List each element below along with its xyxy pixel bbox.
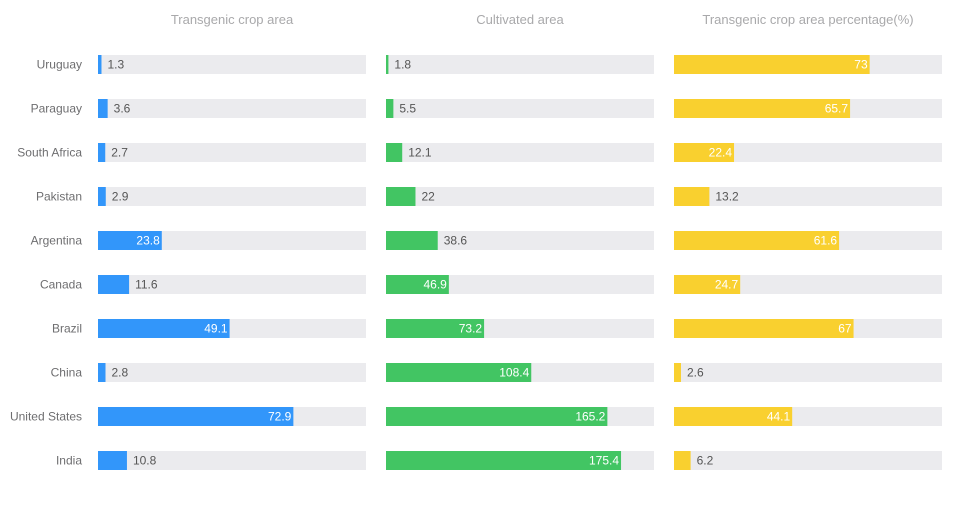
bar[interactable] <box>386 407 608 426</box>
bar-track <box>98 231 366 250</box>
data-label: 3.6 <box>114 102 131 116</box>
panel-title: Cultivated area <box>476 12 564 27</box>
bar-track <box>386 143 654 162</box>
bar[interactable] <box>674 55 870 74</box>
bar-track <box>674 143 942 162</box>
panel: 1.3 3.6 2.7 2.9 23.8 11.6 49.1 2.8 72.9 10.8 <box>98 55 366 470</box>
bar[interactable] <box>674 143 735 162</box>
bar-track <box>386 231 654 250</box>
bar-track <box>674 451 942 470</box>
data-label: 1.8 <box>394 58 411 72</box>
category-label: China <box>51 366 83 380</box>
panel-titles: Transgenic crop area Cultivated area Trans… <box>171 12 914 27</box>
data-label: 2.6 <box>687 366 704 380</box>
bar[interactable] <box>98 451 127 470</box>
bar[interactable] <box>98 55 102 74</box>
chart-panels: 1.3 3.6 2.7 2.9 23.8 11.6 49.1 2.8 72.9 10.8 1.8 5.… <box>98 55 942 470</box>
data-label: 10.8 <box>133 454 157 468</box>
bar-track <box>98 275 366 294</box>
bar[interactable] <box>674 407 793 426</box>
bar-track <box>386 187 654 206</box>
data-label: 46.9 <box>423 278 447 292</box>
panel: 73 65.7 22.4 13.2 61.6 24.7 67 2.6 44.1 6.2 <box>674 55 942 470</box>
category-labels: Uruguay Paraguay South Africa Pakistan Argen… <box>10 58 82 468</box>
data-label: 2.7 <box>111 146 128 160</box>
category-label: Canada <box>40 278 82 292</box>
data-label: 44.1 <box>767 410 791 424</box>
bar[interactable] <box>386 55 389 74</box>
bar-track <box>386 55 654 74</box>
bar[interactable] <box>98 143 106 162</box>
bar[interactable] <box>674 363 681 382</box>
bar-track <box>98 451 366 470</box>
bar-track <box>98 363 366 382</box>
bar[interactable] <box>98 275 130 294</box>
bar-track <box>674 363 942 382</box>
bar[interactable] <box>98 231 162 250</box>
data-label: 22 <box>421 190 435 204</box>
data-label: 65.7 <box>825 102 849 116</box>
data-label: 11.6 <box>135 278 158 292</box>
bar[interactable] <box>674 451 691 470</box>
data-label: 24.7 <box>715 278 739 292</box>
bar-track <box>674 275 942 294</box>
category-label: Uruguay <box>37 58 82 72</box>
data-label: 13.2 <box>715 190 739 204</box>
bar[interactable] <box>386 363 532 382</box>
bar-track <box>98 143 366 162</box>
panel-title: Transgenic crop area <box>171 12 294 27</box>
data-label: 72.9 <box>268 410 292 424</box>
bar[interactable] <box>98 319 230 338</box>
data-label: 73 <box>854 58 868 72</box>
bar[interactable] <box>98 187 106 206</box>
bar[interactable] <box>386 275 449 294</box>
data-label: 5.5 <box>399 102 416 116</box>
data-label: 108.4 <box>499 366 529 380</box>
category-label: India <box>56 454 82 468</box>
data-label: 1.3 <box>107 58 124 72</box>
bar-track <box>674 187 942 206</box>
bar[interactable] <box>674 319 854 338</box>
data-label: 175.4 <box>589 454 619 468</box>
category-label: South Africa <box>17 146 82 160</box>
panel-title: Transgenic crop area percentage(%) <box>702 12 913 27</box>
bar[interactable] <box>98 99 108 118</box>
bar[interactable] <box>386 99 394 118</box>
category-label: United States <box>10 410 82 424</box>
bar[interactable] <box>674 231 840 250</box>
bar-track <box>386 275 654 294</box>
data-label: 73.2 <box>459 322 483 336</box>
data-label: 67 <box>838 322 852 336</box>
data-label: 38.6 <box>444 234 468 248</box>
bar[interactable] <box>386 143 403 162</box>
panel: 1.8 5.5 12.1 22 38.6 46.9 73.2 108.4 165.2 175.4 <box>386 55 654 470</box>
data-label: 2.8 <box>112 366 129 380</box>
bar-track <box>386 99 654 118</box>
category-label: Brazil <box>52 322 82 336</box>
data-label: 22.4 <box>709 146 733 160</box>
bar-track <box>98 99 366 118</box>
data-label: 49.1 <box>204 322 228 336</box>
bar[interactable] <box>386 451 622 470</box>
bar[interactable] <box>98 407 294 426</box>
category-label: Argentina <box>31 234 83 248</box>
bar[interactable] <box>674 275 741 294</box>
category-label: Paraguay <box>31 102 82 116</box>
data-label: 12.1 <box>408 146 432 160</box>
bar[interactable] <box>674 99 851 118</box>
bar-track <box>98 55 366 74</box>
data-label: 165.2 <box>575 410 605 424</box>
bar[interactable] <box>386 319 485 338</box>
bar[interactable] <box>386 187 416 206</box>
category-label: Pakistan <box>36 190 82 204</box>
bar[interactable] <box>98 363 106 382</box>
data-label: 2.9 <box>112 190 129 204</box>
data-label: 23.8 <box>136 234 160 248</box>
bar-track <box>98 187 366 206</box>
data-label: 6.2 <box>697 454 714 468</box>
data-label: 61.6 <box>814 234 838 248</box>
bar[interactable] <box>386 231 438 250</box>
bar[interactable] <box>674 187 710 206</box>
